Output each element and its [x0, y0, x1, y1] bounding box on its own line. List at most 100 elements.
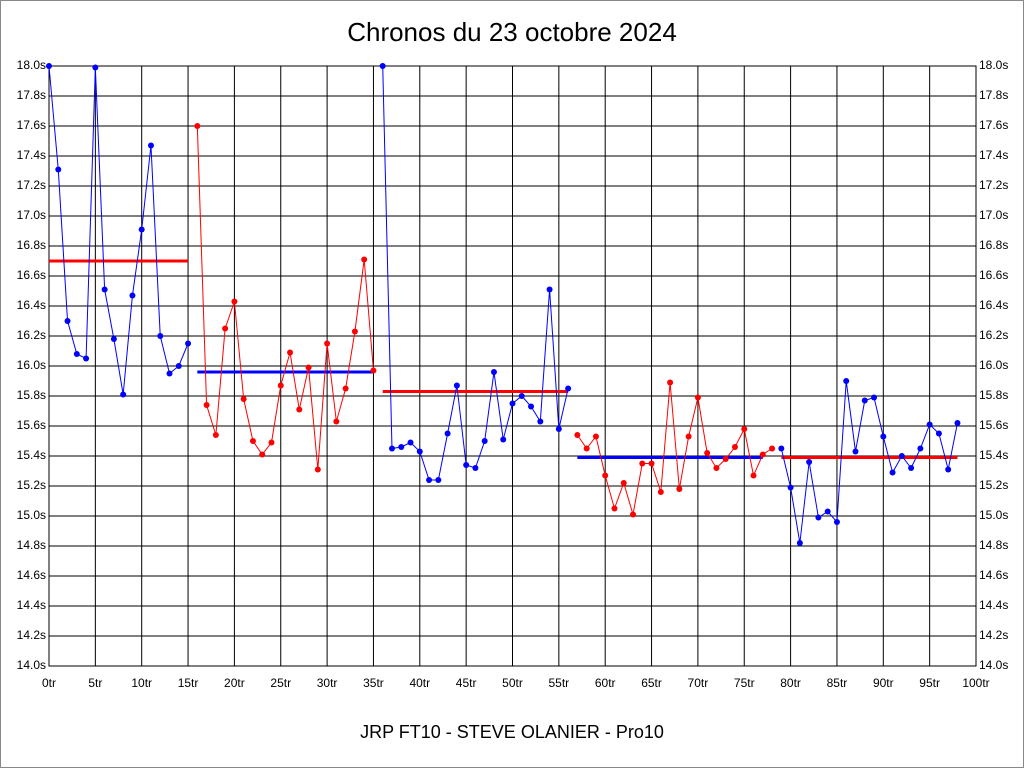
data-point	[722, 456, 729, 462]
data-point	[101, 286, 108, 293]
data-point	[880, 433, 887, 440]
data-point	[185, 340, 192, 347]
data-point	[407, 439, 414, 446]
y-tick-label: 17.4s	[17, 148, 46, 162]
data-point	[694, 394, 701, 401]
series-line	[196, 125, 374, 470]
x-tick-label: 40tr	[409, 676, 430, 690]
y-tick-label: 16.0s	[17, 358, 46, 372]
data-point	[157, 333, 164, 339]
data-point	[630, 511, 637, 518]
data-point	[231, 298, 238, 305]
data-point	[555, 426, 562, 432]
data-point	[908, 465, 915, 471]
data-point	[398, 444, 405, 450]
x-tick-label: 100tr	[962, 676, 989, 690]
data-point	[370, 367, 377, 374]
data-point	[472, 465, 479, 471]
data-point	[620, 480, 627, 486]
data-point	[416, 448, 423, 455]
data-point	[463, 462, 470, 468]
plot-border	[48, 65, 977, 667]
x-tick-label: 50tr	[502, 676, 523, 690]
data-point	[657, 489, 664, 495]
data-point	[92, 64, 99, 71]
x-tick-label: 5tr	[88, 676, 102, 690]
y-tick-label-right: 17.6s	[979, 118, 1008, 132]
y-tick-label: 17.0s	[17, 208, 46, 222]
data-point	[639, 460, 646, 467]
data-point	[268, 439, 275, 446]
y-tick-label: 17.2s	[17, 178, 46, 192]
y-tick-label: 14.6s	[17, 568, 46, 582]
x-tick-label: 55tr	[549, 676, 570, 690]
data-point	[83, 355, 90, 362]
data-point	[731, 444, 738, 450]
data-point	[361, 256, 368, 263]
y-tick-label: 14.4s	[17, 598, 46, 612]
data-point	[574, 432, 581, 438]
data-point	[426, 477, 433, 483]
data-point	[240, 396, 247, 402]
y-tick-label: 15.8s	[17, 388, 46, 402]
y-tick-label-right: 14.6s	[979, 568, 1008, 582]
y-tick-label-right: 17.4s	[979, 148, 1008, 162]
data-point	[759, 451, 766, 458]
x-tick-label: 80tr	[780, 676, 801, 690]
x-tick-label: 35tr	[363, 676, 384, 690]
x-tick-label: 10tr	[131, 676, 152, 690]
data-point	[611, 505, 618, 512]
series-line	[576, 382, 773, 515]
y-tick-label: 15.6s	[17, 418, 46, 432]
data-point	[277, 382, 284, 389]
x-tick-label: 65tr	[641, 676, 662, 690]
data-point	[917, 445, 924, 452]
data-point	[861, 397, 868, 404]
y-tick-label-right: 14.8s	[979, 538, 1008, 552]
data-point	[333, 418, 340, 425]
data-point	[741, 426, 748, 432]
y-tick-label-right: 18.0s	[979, 58, 1008, 72]
series-line	[48, 65, 189, 395]
data-point	[249, 438, 256, 444]
data-point	[435, 477, 442, 483]
data-point	[945, 466, 952, 473]
data-point	[787, 484, 794, 491]
data-point	[212, 432, 219, 438]
data-point	[796, 540, 803, 546]
data-point	[147, 142, 154, 149]
y-tick-label: 16.6s	[17, 268, 46, 282]
data-point	[73, 351, 80, 357]
data-point	[453, 382, 460, 389]
data-point	[259, 451, 266, 458]
data-point	[305, 364, 312, 371]
x-tick-label: 90tr	[873, 676, 894, 690]
y-tick-label: 17.6s	[17, 118, 46, 132]
data-point	[871, 394, 878, 401]
data-point	[528, 403, 535, 410]
data-point	[898, 453, 905, 459]
y-tick-label: 15.2s	[17, 478, 46, 492]
data-point	[55, 166, 62, 173]
x-tick-label: 60tr	[595, 676, 616, 690]
y-tick-label: 15.4s	[17, 448, 46, 462]
data-point	[500, 436, 507, 443]
y-tick-label: 17.8s	[17, 88, 46, 102]
x-tick-label: 25tr	[270, 676, 291, 690]
y-tick-label: 16.8s	[17, 238, 46, 252]
data-point	[314, 466, 321, 473]
data-point	[806, 459, 813, 465]
data-point	[120, 391, 127, 398]
y-tick-label-right: 15.6s	[979, 418, 1008, 432]
data-point	[490, 369, 497, 375]
y-tick-label-right: 17.8s	[979, 88, 1008, 102]
x-tick-label: 75tr	[734, 676, 755, 690]
data-point	[667, 379, 674, 386]
y-tick-label-right: 15.8s	[979, 388, 1008, 402]
data-point	[583, 445, 590, 452]
data-point	[750, 472, 757, 479]
data-point	[129, 292, 136, 299]
y-tick-label-right: 16.0s	[979, 358, 1008, 372]
data-point	[824, 508, 831, 515]
